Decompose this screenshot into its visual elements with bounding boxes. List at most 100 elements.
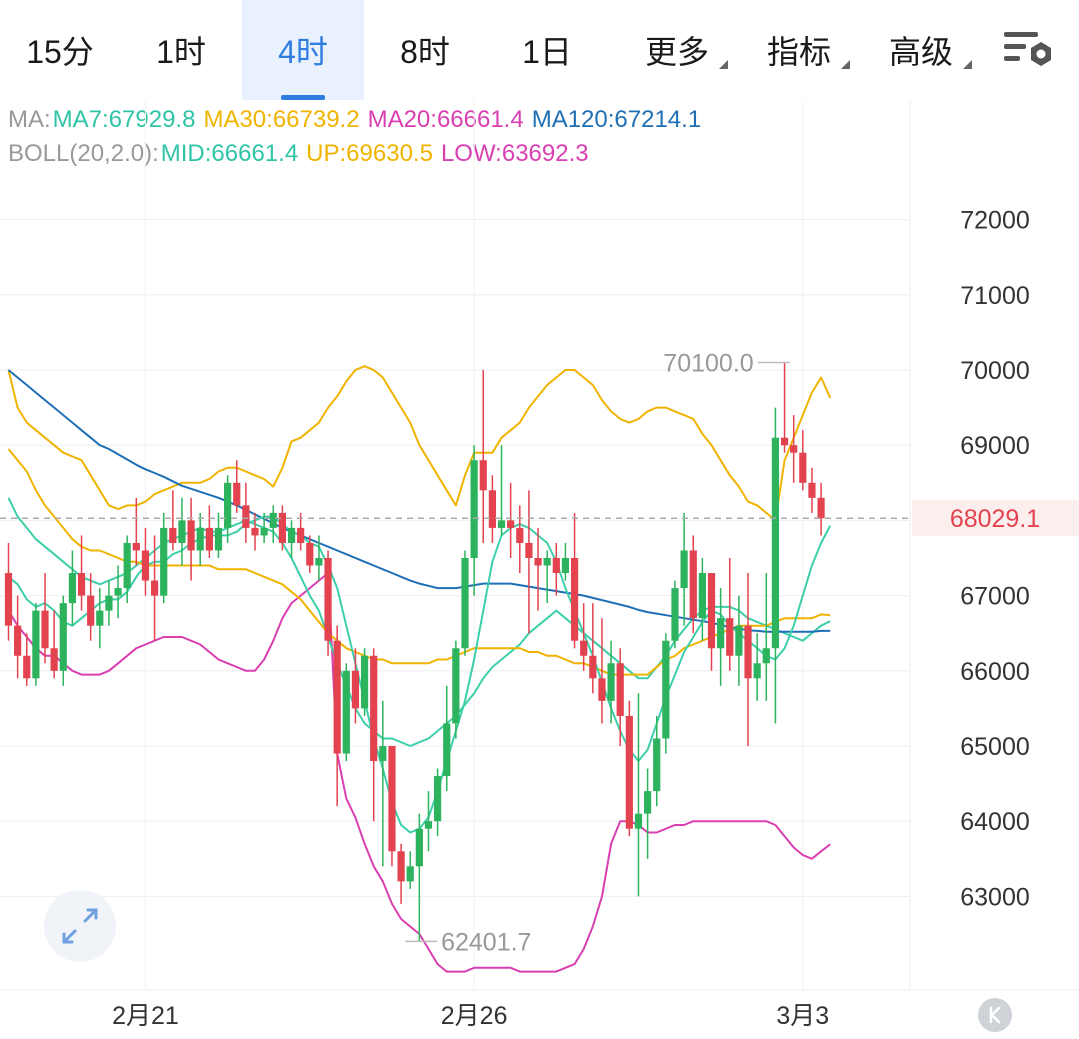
- time-tick-label: 3月3: [776, 1002, 829, 1030]
- candle-up: [196, 527, 204, 551]
- candle-down: [580, 640, 588, 656]
- k-line-icon[interactable]: [978, 998, 1012, 1032]
- candle-up: [762, 648, 770, 664]
- chart-settings-button[interactable]: [996, 22, 1056, 78]
- candlestick-chart[interactable]: 72000 71000 70000 69000 67000 66000 65000 64000…: [0, 100, 1079, 1039]
- tab-1d[interactable]: 1日: [522, 34, 572, 70]
- candle-up: [96, 610, 104, 626]
- candle-down: [278, 512, 286, 543]
- price-tick-label: 70000: [960, 357, 1030, 385]
- price-tick-label: 69000: [960, 432, 1030, 460]
- candle-up: [178, 520, 186, 543]
- k-letter-icon: [989, 1006, 1001, 1024]
- current-price-badge: [912, 500, 1079, 537]
- ma-legend: MA:MA7:67929.8 MA30:66739.2 MA20:66661.4 MA…: [8, 106, 709, 134]
- candle-down: [397, 851, 405, 882]
- candle-up: [434, 776, 442, 822]
- candle-up: [105, 595, 113, 611]
- tab-indicators[interactable]: 指标: [740, 0, 858, 100]
- dropdown-caret-icon: [963, 60, 972, 69]
- expand-icon: [62, 908, 98, 944]
- candle-up: [771, 437, 780, 649]
- price-tick-label: 65000: [960, 733, 1030, 761]
- candle-up: [470, 460, 478, 558]
- candle-up: [680, 550, 688, 589]
- candle-up: [32, 610, 40, 679]
- candle-down: [598, 678, 606, 701]
- candle-down: [790, 445, 798, 453]
- candle-down: [4, 573, 13, 626]
- tab-advanced-label: 高级: [888, 34, 953, 70]
- price-tick-label: 64000: [960, 808, 1030, 836]
- tab-15min[interactable]: 15分: [26, 34, 94, 70]
- candle-down: [488, 490, 496, 528]
- candle-down: [479, 460, 487, 491]
- price-annotations: 68029.1 70100.0 62401.7: [0, 349, 1079, 956]
- dropdown-caret-icon: [841, 60, 850, 69]
- low-price-label: 62401.7: [441, 928, 531, 956]
- boll-legend-prefix: BOLL(20,2.0):: [8, 140, 159, 167]
- dropdown-caret-icon: [719, 60, 728, 69]
- candle-down: [141, 550, 150, 581]
- candle-down: [324, 558, 332, 641]
- candle-up: [644, 791, 652, 814]
- chart-settings-icon: [1004, 32, 1051, 66]
- candle-up: [68, 573, 77, 604]
- candle-up: [634, 813, 643, 829]
- candle-down: [780, 437, 789, 446]
- candle-up: [543, 558, 551, 566]
- candle-up: [59, 603, 67, 671]
- candle-down: [689, 550, 697, 619]
- price-tick-label: 63000: [960, 883, 1030, 911]
- candle-up: [561, 558, 570, 574]
- boll-mid-value: MID:66661.4: [160, 140, 299, 167]
- candle-down: [251, 527, 259, 536]
- tab-1h[interactable]: 1时: [156, 34, 206, 70]
- candle-up: [160, 527, 168, 596]
- price-tick-label: 67000: [960, 583, 1030, 611]
- boll-low-value: LOW:63692.3: [440, 140, 589, 167]
- ma7-line: [7, 515, 832, 834]
- candle-down: [205, 527, 213, 551]
- candle-down: [297, 527, 305, 543]
- candle-down: [333, 640, 341, 754]
- candles: [4, 362, 825, 942]
- time-axis: 2月21 2月26 3月3: [112, 1002, 829, 1030]
- tab-more[interactable]: 更多: [618, 0, 736, 100]
- tab-8h[interactable]: 8时: [400, 34, 450, 70]
- candle-up: [287, 527, 296, 543]
- time-tick-label: 2月26: [441, 1002, 508, 1030]
- candle-up: [753, 663, 761, 679]
- candle-down: [50, 648, 58, 671]
- high-price-label: 70100.0: [663, 349, 753, 377]
- candle-down: [707, 573, 716, 649]
- candle-down: [187, 520, 195, 551]
- candle-down: [169, 527, 177, 543]
- candle-up: [653, 738, 661, 792]
- tab-advanced[interactable]: 高级: [862, 0, 980, 100]
- ma20-value: MA20:66661.4: [367, 106, 524, 133]
- candle-down: [132, 542, 140, 551]
- ma30-value: MA30:66739.2: [203, 106, 360, 133]
- candle-down: [87, 595, 95, 626]
- candle-up: [607, 663, 615, 701]
- price-tick-label: 72000: [960, 207, 1030, 235]
- candle-up: [424, 821, 433, 829]
- candle-up: [662, 640, 670, 739]
- active-tab-indicator: [281, 95, 325, 100]
- candle-down: [150, 580, 159, 596]
- candle-up: [406, 866, 414, 882]
- candle-down: [233, 482, 241, 506]
- ma7-value: MA7:67929.8: [52, 106, 196, 133]
- tab-4h[interactable]: 4时: [242, 0, 364, 100]
- candle-down: [808, 482, 816, 498]
- candle-up: [214, 527, 223, 551]
- price-tick-label: 66000: [960, 658, 1030, 686]
- expand-chart-button[interactable]: [44, 890, 116, 962]
- candle-up: [717, 618, 725, 649]
- candle-down: [616, 663, 624, 716]
- candle-up: [315, 558, 323, 566]
- candle-up: [415, 828, 423, 867]
- candle-down: [525, 542, 533, 558]
- candle-down: [23, 655, 31, 679]
